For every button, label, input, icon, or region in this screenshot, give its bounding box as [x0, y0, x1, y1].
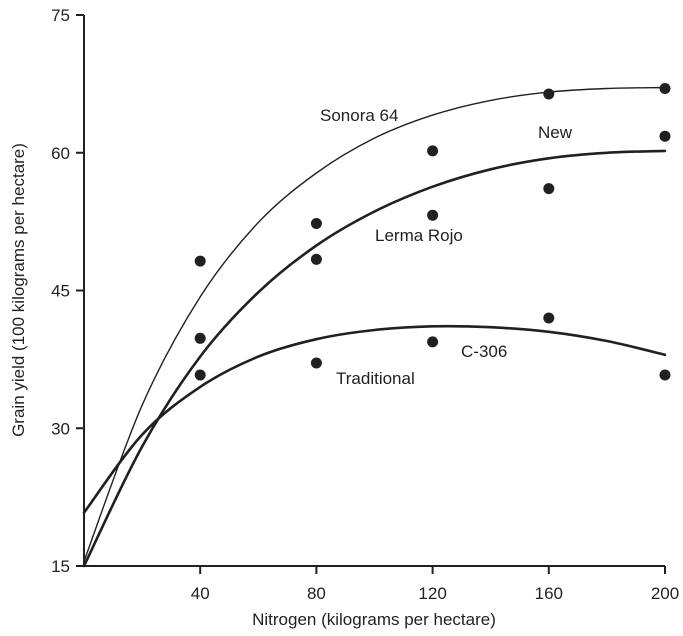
x-tick-label: 120 — [418, 584, 446, 603]
curve-lerma-rojo — [82, 149, 667, 568]
x-tick-label: 160 — [535, 584, 563, 603]
group-label-traditional: Traditional — [336, 369, 415, 388]
data-point-c-306-3 — [427, 336, 439, 348]
y-tick-label: 75 — [51, 6, 70, 25]
x-tick-label: 40 — [191, 584, 210, 603]
y-tick-label: 60 — [51, 144, 70, 163]
x-axis-title: Nitrogen (kilograms per hectare) — [252, 610, 496, 629]
data-point-sonora-64-2 — [310, 218, 322, 229]
x-tick-label: 200 — [651, 584, 679, 603]
x-ticks: 40 80 120 160 200 — [191, 566, 679, 603]
y-ticks: 15 30 45 60 75 — [51, 6, 84, 576]
data-point-sonora-64-3 — [427, 145, 439, 157]
curve-c-306 — [82, 324, 667, 514]
group-label-new: New — [538, 123, 573, 142]
series-label-sonora-64: Sonora 64 — [320, 106, 398, 125]
y-tick-label: 15 — [51, 557, 70, 576]
y-tick-label: 45 — [51, 282, 70, 301]
data-point-lerma-rojo-5 — [659, 130, 671, 142]
data-point-lerma-rojo-1 — [194, 332, 206, 344]
series-label-lerma-rojo: Lerma Rojo — [375, 226, 463, 245]
data-point-c-306-5 — [659, 369, 671, 381]
data-point-c-306-2 — [310, 357, 322, 369]
series-label-c-306: C-306 — [461, 342, 507, 361]
data-point-lerma-rojo-4 — [543, 183, 555, 195]
data-point-sonora-64-1 — [194, 255, 206, 267]
curve-sonora-64 — [83, 86, 666, 563]
y-axis-title: Grain yield (100 kilograms per hectare) — [9, 143, 28, 437]
data-point-lerma-rojo-2 — [310, 253, 322, 265]
data-point-c-306-1 — [194, 369, 206, 381]
x-tick-label: 80 — [307, 584, 326, 603]
data-point-lerma-rojo-3 — [427, 209, 439, 221]
data-point-sonora-64-5 — [659, 83, 671, 94]
curve-layer — [82, 86, 667, 568]
data-point-c-306-4 — [543, 312, 555, 324]
axes — [83, 15, 665, 567]
point-layer — [194, 83, 671, 381]
data-point-sonora-64-4 — [543, 88, 555, 100]
y-tick-label: 30 — [51, 419, 70, 438]
